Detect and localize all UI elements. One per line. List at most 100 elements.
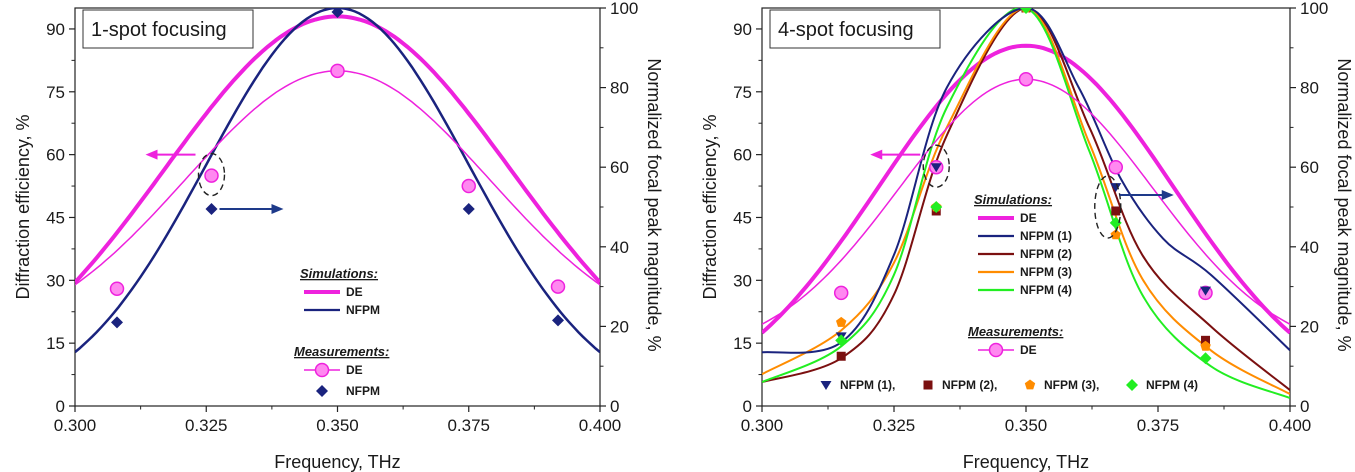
x-tick-label: 0.375 <box>1137 416 1180 435</box>
x-axis-label: Frequency, THz <box>963 452 1089 472</box>
meas-nfpm-point <box>205 202 218 215</box>
x-tick-label: 0.300 <box>54 416 97 435</box>
y-tick-label: 0 <box>56 397 65 416</box>
legend-sim-label: NFPM <box>346 303 380 317</box>
legend: Simulations: DE NFPM Measurements: DE NFPM <box>294 266 389 398</box>
sim-de-line <box>75 14 600 284</box>
meas-nfpm-point <box>331 8 344 18</box>
title-box <box>82 9 254 49</box>
y-tick-label: 60 <box>46 146 65 165</box>
x-tick-label: 0.325 <box>873 416 916 435</box>
chart-panel-4-spot: 0.300 0.325 0.350 0.375 0.400015304560759002… <box>700 0 1354 472</box>
meas-nfpm3-point <box>836 316 847 327</box>
y2-tick-label: 60 <box>1300 158 1319 177</box>
circle-annotation-de <box>197 152 226 197</box>
legend: Simulations: DE NFPM (1) NFPM (2) NFPM (3) NF… <box>968 192 1072 358</box>
legend-sim-label: DE <box>1020 211 1037 225</box>
y-tick-label: 0 <box>743 397 752 416</box>
y2-tick-label: 0 <box>1300 397 1309 416</box>
meas-de-point <box>1018 71 1034 87</box>
y-axis-label: Diffraction efficiency, % <box>700 114 720 299</box>
sim-nfpm-line <box>75 8 600 354</box>
x-axis-label: Frequency, THz <box>274 452 400 472</box>
sim-nfpm2-line <box>762 8 1290 391</box>
legend-meas-nfpm-marker <box>316 385 328 397</box>
meas-de-point <box>330 63 345 79</box>
meas-nfpm2-point <box>836 351 846 361</box>
legend-measurements-title: Measurements: <box>294 344 389 359</box>
meas-nfpm4-point <box>930 201 943 213</box>
arrow-to-left-axis-head <box>870 149 883 160</box>
meas-de-point <box>204 168 219 183</box>
y-tick-label: 60 <box>733 146 752 165</box>
y-tick-label: 15 <box>733 334 752 353</box>
y2-tick-label: 20 <box>1300 317 1319 336</box>
sim-de-line <box>762 43 1290 335</box>
x-tick-label: 0.400 <box>579 416 622 435</box>
legend-simulations-title: Simulations: <box>974 192 1052 207</box>
x-tick-label: 0.350 <box>1005 416 1048 435</box>
y2-tick-label: 20 <box>610 317 629 336</box>
y2-tick-label: 80 <box>610 79 629 98</box>
y-tick-label: 75 <box>733 83 752 102</box>
meas-nfpm4-point <box>1020 8 1032 14</box>
y-tick-label: 30 <box>46 271 65 290</box>
meas-nfpm2-point <box>1201 335 1211 345</box>
legend-sim-label: NFPM (1) <box>1020 229 1072 243</box>
title-box <box>769 9 941 49</box>
legend-meas-label: DE <box>1020 343 1037 357</box>
y-tick-label: 30 <box>733 271 752 290</box>
y2-tick-label: 100 <box>1300 0 1328 18</box>
y2-axis-label: Normalized focal peak magnitude, % <box>644 58 664 351</box>
y-tick-label: 15 <box>46 334 65 353</box>
meas-nfpm1-point <box>1200 286 1212 296</box>
legend-meas-label: NFPM <box>346 384 380 398</box>
bottom-legend-label: NFPM (3), <box>1044 378 1099 392</box>
legend-sim-label: DE <box>346 285 363 299</box>
meas-nfpm-point <box>552 314 564 327</box>
legend-measurements-title: Measurements: <box>968 324 1063 339</box>
y2-tick-label: 40 <box>1300 238 1319 257</box>
bottom-legend-marker <box>1126 379 1138 391</box>
circle-annotation-nfpm <box>1094 175 1122 239</box>
meas-nfpm-point <box>462 202 475 215</box>
legend-meas-label: DE <box>346 363 363 377</box>
bottom-legend-marker <box>923 380 933 390</box>
legend-meas-de-marker <box>988 342 1004 358</box>
y2-tick-label: 100 <box>610 0 638 18</box>
meas-nfpm4-point <box>1199 352 1212 365</box>
x-tick-label: 0.400 <box>1269 416 1312 435</box>
y-tick-label: 90 <box>46 20 65 39</box>
meas-de-point <box>461 178 476 194</box>
meas-nfpm3-point <box>1110 229 1121 240</box>
legend-sim-label: NFPM (3) <box>1020 265 1072 279</box>
meas-de-line <box>75 70 600 286</box>
y-tick-label: 45 <box>733 208 752 227</box>
arrow-to-right-axis-head <box>1161 190 1174 201</box>
bottom-legend: NFPM (1), NFPM (2), NFPM (3), NFPM (4) <box>820 378 1198 392</box>
legend-sim-label: NFPM (2) <box>1020 247 1072 261</box>
plot-area <box>762 8 1290 399</box>
meas-nfpm1-point <box>1110 183 1122 193</box>
circle-annotation-de <box>922 144 950 188</box>
y2-tick-label: 40 <box>610 238 629 257</box>
bottom-legend-marker <box>820 381 832 390</box>
y2-tick-label: 0 <box>610 397 619 416</box>
meas-nfpm4-point <box>835 334 848 347</box>
legend-meas-de-marker <box>314 362 330 378</box>
legend-sim-label: NFPM (4) <box>1020 283 1072 297</box>
meas-de-point <box>833 285 849 301</box>
x-tick-label: 0.350 <box>316 416 359 435</box>
meas-de-point <box>550 279 566 294</box>
meas-nfpm1-point <box>930 163 942 173</box>
y2-axis-label: Normalized focal peak magnitude, % <box>1334 58 1354 351</box>
x-tick-label: 0.325 <box>185 416 228 435</box>
meas-nfpm-point <box>111 316 123 329</box>
bottom-legend-label: NFPM (4) <box>1146 378 1198 392</box>
legend-simulations-title: Simulations: <box>300 266 378 281</box>
x-tick-label: 0.375 <box>447 416 490 435</box>
sim-nfpm1-line <box>762 8 1290 354</box>
y-tick-label: 90 <box>733 20 752 39</box>
meas-de-point <box>109 281 125 296</box>
